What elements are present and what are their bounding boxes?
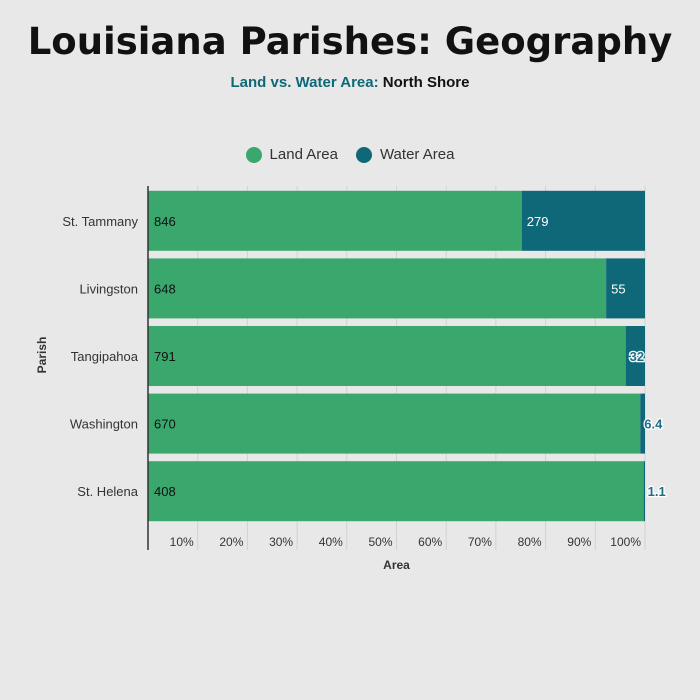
data-label-water: 279 (527, 214, 549, 229)
x-tick-label: 70% (468, 535, 492, 549)
bar-water[interactable] (643, 461, 645, 522)
x-tick-label: 20% (219, 535, 243, 549)
x-tick-label: 30% (269, 535, 293, 549)
data-label-land: 791 (154, 349, 176, 364)
x-tick-label: 50% (368, 535, 392, 549)
data-label-land: 648 (154, 281, 176, 296)
category-label: Washington (70, 417, 138, 432)
legend-item-land[interactable]: Land Area (245, 146, 338, 163)
category-label: St. Helena (77, 484, 138, 499)
category-label: St. Tammany (62, 214, 138, 229)
data-label-water: 32 (630, 349, 644, 364)
x-tick-label: 60% (418, 535, 442, 549)
data-label-water: 55 (611, 281, 625, 296)
legend-label-land: Land Area (269, 146, 338, 163)
bar-water[interactable] (521, 190, 645, 251)
bar-land[interactable] (148, 258, 607, 319)
x-tick-label: 10% (170, 535, 194, 549)
category-label: Tangipahoa (71, 349, 139, 364)
bar-water[interactable] (640, 393, 645, 454)
bar-land[interactable] (148, 326, 626, 386)
x-axis-title: Area (383, 558, 410, 572)
bar-land[interactable] (148, 190, 522, 251)
chart-subtitle: Land vs. Water Area: North Shore (0, 74, 700, 91)
data-label-water: 1.1 (648, 484, 666, 499)
bar-land[interactable] (148, 461, 644, 522)
x-tick-label: 80% (518, 535, 542, 549)
data-label-land: 846 (154, 214, 176, 229)
bar-land[interactable] (148, 393, 641, 454)
bar-water[interactable] (606, 258, 645, 319)
y-axis-title: Parish (35, 337, 49, 374)
subtitle-accent: Land vs. Water Area: (230, 74, 379, 91)
legend-label-water: Water Area (379, 146, 455, 163)
legend-item-water[interactable]: Water Area (355, 146, 455, 163)
subtitle-rest: North Shore (378, 74, 470, 91)
data-label-water: 6.4 (644, 417, 663, 432)
data-label-land: 670 (154, 417, 176, 432)
category-label: Livingston (79, 281, 138, 296)
x-tick-label: 90% (567, 535, 591, 549)
x-tick-label: 40% (319, 535, 343, 549)
x-tick-label: 100% (610, 535, 641, 549)
chart-title: Louisiana Parishes: Geography (27, 20, 673, 63)
bar-water[interactable] (625, 326, 645, 386)
data-label-land: 408 (154, 484, 176, 499)
legend-swatch-water (355, 146, 372, 163)
legend: Land Area Water Area (0, 146, 700, 163)
legend-swatch-land (245, 146, 262, 163)
